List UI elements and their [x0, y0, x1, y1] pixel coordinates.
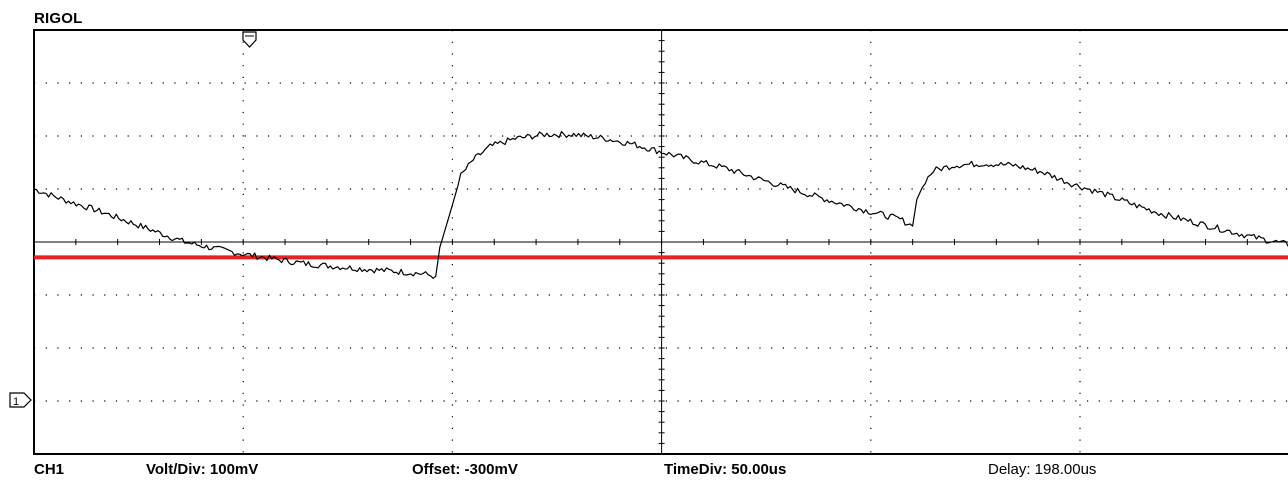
brand-logo-text: RIGOL: [34, 10, 83, 27]
trigger-position-marker[interactable]: [242, 31, 257, 48]
volt-div-readout: Volt/Div: 100mV: [146, 461, 259, 478]
graticule: [33, 29, 1288, 454]
channel-label: CH1: [34, 461, 65, 478]
delay-readout: Delay: 198.00us: [988, 461, 1097, 478]
channel-1-marker[interactable]: 1: [9, 392, 32, 408]
channel-1-marker-label: 1: [13, 396, 19, 408]
time-div-readout: TimeDiv: 50.00us: [664, 461, 787, 478]
ch1-waveform-trace: [33, 130, 1288, 279]
offset-readout: Offset: -300mV: [412, 461, 518, 478]
